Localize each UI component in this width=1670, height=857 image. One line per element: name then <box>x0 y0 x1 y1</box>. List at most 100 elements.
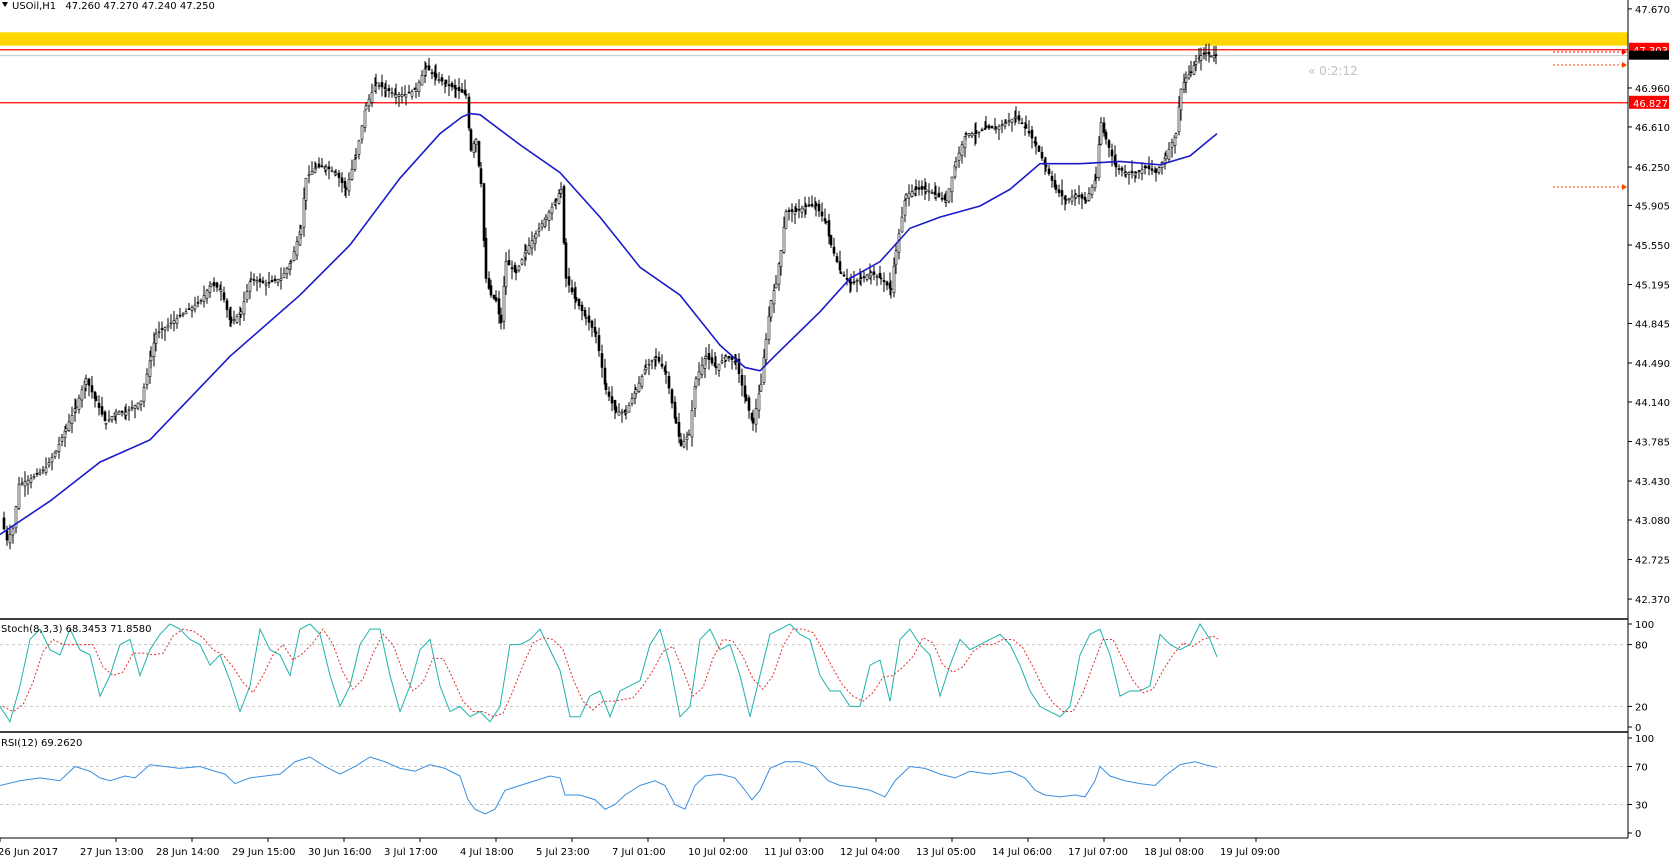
candle-body <box>215 282 219 288</box>
candle-body <box>84 378 88 385</box>
candle-body <box>1177 106 1181 133</box>
candle-body <box>367 98 371 107</box>
price-tick-label: 45.905 <box>1635 201 1670 212</box>
candle-body <box>934 194 938 198</box>
candle-body <box>363 110 367 128</box>
candle-body <box>282 273 286 278</box>
candle-body <box>1167 148 1171 160</box>
candle-body <box>437 79 441 81</box>
candle-body <box>727 355 731 359</box>
bar-countdown: « 0:2:12 <box>1308 64 1358 78</box>
candle-body <box>149 356 153 362</box>
price-tick-label: 43.430 <box>1635 477 1670 488</box>
horizontal-lines <box>0 49 1628 104</box>
candle-body <box>1207 51 1211 55</box>
candle-body <box>564 242 568 279</box>
candle-body <box>714 366 718 368</box>
candle-body <box>1117 168 1121 170</box>
bid-tag-bg <box>1629 50 1669 60</box>
candle-body <box>1040 151 1044 159</box>
candle-body <box>1034 141 1038 146</box>
candle-body <box>704 356 708 359</box>
candle-body <box>717 363 721 371</box>
candle-body <box>390 92 394 94</box>
candle-body <box>917 187 921 190</box>
candle-body <box>627 405 631 413</box>
candle-body <box>1189 71 1193 73</box>
candle-body <box>865 274 869 280</box>
candle-body <box>950 176 954 193</box>
candle-body <box>889 288 893 290</box>
main-price-pane[interactable]: USOil,H1 47.260 47.270 47.240 47.250 « 0… <box>0 1 1628 550</box>
candle-body <box>747 397 751 411</box>
candle-body <box>70 415 74 424</box>
candle-body <box>520 259 524 265</box>
time-tick-label: 11 Jul 03:00 <box>764 847 824 857</box>
candle-body <box>285 268 289 274</box>
candle-body <box>794 208 798 212</box>
candle-body <box>772 290 776 305</box>
candle-body <box>557 193 561 204</box>
candle-body <box>667 376 671 389</box>
resistance-zone <box>0 32 1628 46</box>
candle-body <box>464 93 468 96</box>
candle-body <box>152 342 156 357</box>
candle-body <box>276 279 280 283</box>
price-tick-label: 44.140 <box>1635 398 1670 409</box>
rsi-pane[interactable]: RSI(12) 69.2620 <box>0 731 1628 815</box>
price-tick-label: 44.490 <box>1635 359 1670 370</box>
candle-body <box>1102 122 1106 133</box>
candle-body <box>407 91 411 94</box>
candle-body <box>1097 144 1101 178</box>
candle-body <box>990 125 994 129</box>
candle-body <box>769 300 773 318</box>
candle-body <box>14 506 18 529</box>
moving-average-line <box>0 112 1218 536</box>
candle-body <box>832 246 836 254</box>
candle-body <box>314 166 318 169</box>
candle-body <box>779 250 783 267</box>
candle-body <box>377 84 381 87</box>
candle-body <box>114 411 118 416</box>
indicator-tick-label: 30 <box>1635 801 1648 812</box>
indicator-tick-label: 100 <box>1635 620 1654 631</box>
candle-body <box>762 357 766 383</box>
candle-body <box>754 408 758 425</box>
candle-body <box>694 378 698 388</box>
candle-body <box>767 315 771 340</box>
candle-body <box>205 290 209 299</box>
candle-body <box>1202 52 1206 55</box>
candle-body <box>292 251 296 261</box>
candle-body <box>29 478 33 483</box>
candle-body <box>654 355 658 358</box>
chevron-down-icon[interactable] <box>2 2 8 7</box>
candle-body <box>487 278 491 289</box>
candle-body <box>404 94 408 98</box>
candle-body <box>374 82 378 84</box>
candle-body <box>414 88 418 92</box>
candle-body <box>354 155 358 158</box>
candle-body <box>245 291 249 301</box>
stoch-axis: 100 80 20 0 <box>1628 620 1654 734</box>
rsi-axis: 100 70 30 0 <box>1628 734 1654 840</box>
candle-body <box>597 335 601 352</box>
time-tick-label: 28 Jun 14:00 <box>156 847 220 857</box>
rsi-line <box>0 756 1218 815</box>
candle-body <box>145 373 149 386</box>
stochastic-pane[interactable]: Stoch(8,3,3) 68.3453 71.8580 <box>0 618 1628 724</box>
candle-body <box>1104 132 1108 140</box>
candle-body <box>142 387 146 402</box>
candle-body <box>514 269 518 274</box>
candle-body <box>124 411 128 416</box>
candle-body <box>614 406 618 413</box>
candle-body <box>527 245 531 254</box>
candle-body <box>193 304 197 310</box>
candle-body <box>187 308 191 311</box>
candle-body <box>107 419 111 422</box>
price-tick-label: 42.370 <box>1635 595 1670 606</box>
candle-body <box>562 186 566 244</box>
candle-body <box>670 389 674 404</box>
candle-body <box>710 357 714 364</box>
candle-body <box>317 163 321 168</box>
